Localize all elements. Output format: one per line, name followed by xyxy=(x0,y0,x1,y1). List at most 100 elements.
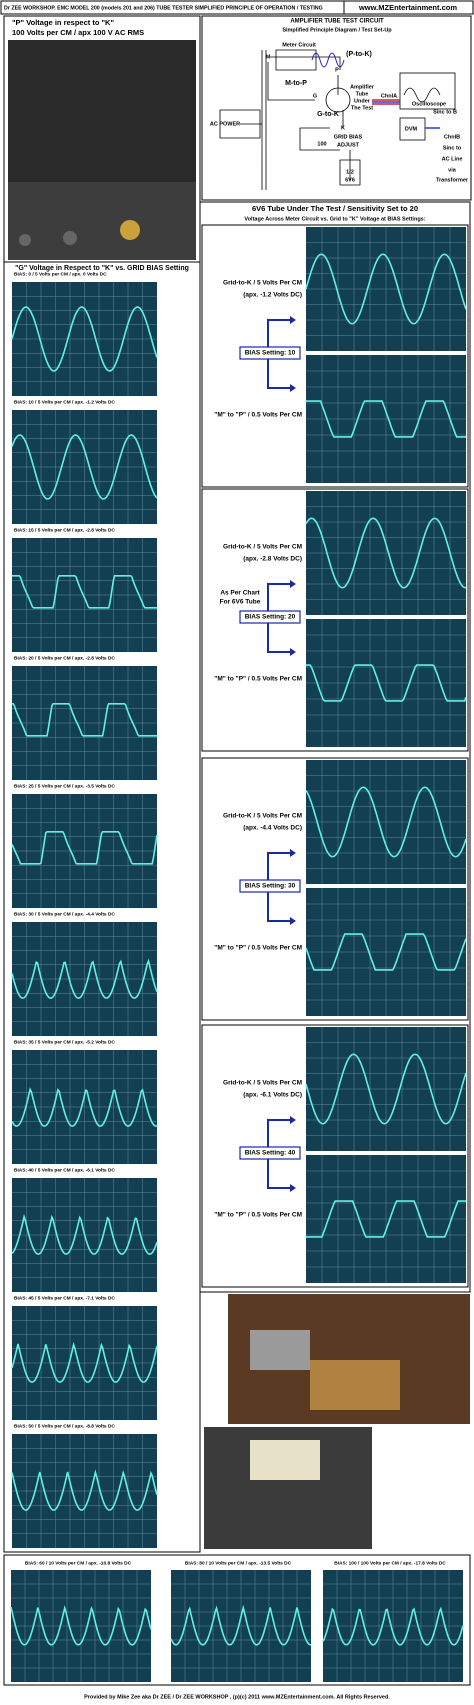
scope-label: BIAS: 50 / 5 Volts per CM / apx. -8.8 Vo… xyxy=(14,1423,115,1429)
diagram-label: via xyxy=(448,167,457,173)
bias-setting: BIAS Setting: 40 xyxy=(245,1150,296,1157)
bias-box xyxy=(239,346,301,360)
diagram-label: Under xyxy=(354,98,371,104)
header-title: Dr ZEE WORKSHOP. EMC MODEL 200 (models 2… xyxy=(4,5,323,11)
diagram-label: (P-to-K) xyxy=(346,51,372,58)
scope-trace xyxy=(305,517,467,589)
scope-trace xyxy=(12,574,157,609)
scope-trace xyxy=(11,1087,158,1128)
scope-trace xyxy=(306,1200,466,1238)
arrow-head xyxy=(290,1116,296,1192)
photo-tester xyxy=(310,1360,400,1410)
grid-dc: (apx. -2.8 Volts DC) xyxy=(243,556,302,563)
scope-trace xyxy=(11,306,158,372)
scope-panel xyxy=(8,182,196,260)
diagram-subtitle: Simplified Principle Diagram / Test Set-… xyxy=(282,27,392,33)
scope-trace xyxy=(11,830,158,865)
header-site: www.MZEntertainment.com xyxy=(358,3,457,12)
scope-label: BIAS: 15 / 5 Volts per CM / apx. -2.8 Vo… xyxy=(14,527,115,533)
panel-title: 6V6 Tube Under The Test / Sensitivity Se… xyxy=(252,204,418,213)
diagram-label: 1/2 xyxy=(346,169,354,175)
diagram-label: Tube xyxy=(356,91,369,97)
scope-trace xyxy=(305,253,467,325)
note: For 6V6 Tube xyxy=(220,599,261,606)
diagram-label: G xyxy=(313,93,317,99)
plate-label: "M" to "P" / 0.5 Volts Per CM xyxy=(214,945,302,952)
plate-title: "P" Voltage in respect to "K" xyxy=(12,18,114,27)
scope-label: BIAS: 80 / 10 Volts per CM / apx. -13.5 … xyxy=(185,1560,292,1566)
bias-arrow xyxy=(267,583,290,653)
plate-label: "M" to "P" / 0.5 Volts Per CM xyxy=(214,1212,302,1219)
grid-dc: (apx. -6.1 Volts DC) xyxy=(243,1092,302,1099)
scope-trace xyxy=(305,933,467,971)
diagram-label: M-to-P xyxy=(285,80,307,87)
section-box xyxy=(201,488,469,752)
diagram-labels: Meter Circuit M P (P-to-K) M-to-P G G-to-K Ampl… xyxy=(210,42,469,183)
diagram-label: The Test xyxy=(351,105,373,111)
diagram-label: G-to-K xyxy=(317,111,339,118)
arrow-head xyxy=(290,580,296,656)
scope-trace xyxy=(11,1213,158,1256)
diagram-label: M xyxy=(266,54,271,60)
diagram-label: DVM xyxy=(405,126,418,132)
diagram-label: P xyxy=(335,67,339,73)
scope-label: BIAS: 25 / 5 Volts per CM / apx. -3.5 Vo… xyxy=(14,783,115,789)
scope-label: BIAS: 0 / 5 Volts per CM / apx. 0 Volts … xyxy=(14,271,107,277)
scope-label: BIAS: 40 / 5 Volts per CM / apx. -6.1 Vo… xyxy=(14,1167,115,1173)
knob xyxy=(19,234,31,246)
diagram-label: ChnlA xyxy=(381,93,397,99)
arrow-head xyxy=(290,849,296,925)
wave-icon xyxy=(311,52,345,68)
scope-trace xyxy=(11,1341,158,1383)
diagram-label: GRID BIAS xyxy=(334,134,363,140)
diagram-label: Amplifier xyxy=(350,84,375,90)
bias-box xyxy=(239,1146,301,1160)
scope-trace xyxy=(305,786,467,858)
bias-setting: BIAS Setting: 20 xyxy=(245,614,296,621)
plate-label: "M" to "P" / 0.5 Volts Per CM xyxy=(214,412,302,419)
footer: Provided by Mike Zee aka Dr ZEE / Dr ZEE… xyxy=(84,1694,390,1700)
bias-box xyxy=(239,610,301,624)
scope-trace xyxy=(306,400,466,438)
diagram-label: ChnlB xyxy=(444,134,460,140)
diagram-label: Sinc to xyxy=(443,145,462,151)
scope-label: BIAS: 20 / 5 Volts per CM / apx. -2.8 Vo… xyxy=(14,655,115,661)
chnl-wire xyxy=(372,99,400,105)
scope-trace xyxy=(305,1053,467,1125)
diagram-title: AMPLIFIER TUBE TEST CIRCUIT xyxy=(290,19,384,25)
diagram-label: 100 xyxy=(317,141,326,147)
diagram-label: ADJUST xyxy=(337,142,360,148)
section-box xyxy=(201,757,469,1021)
scope-trace xyxy=(12,702,157,737)
scope-trace xyxy=(322,1606,464,1646)
diagram-label: AC Line xyxy=(442,156,463,162)
grid-label: Grid-to-K / 5 Volts Per CM xyxy=(223,544,302,551)
grid-column-title: "G" Voltage in Respect to "K" vs. GRID B… xyxy=(15,265,189,272)
bias-arrow xyxy=(267,852,290,922)
bias-setting: BIAS Setting: 30 xyxy=(245,883,296,890)
grid-dc: (apx. -4.4 Volts DC) xyxy=(243,825,302,832)
scope-trace xyxy=(10,1604,152,1646)
section-box xyxy=(201,224,469,488)
diagram-label: Oscilloscope xyxy=(412,101,446,107)
scope-label: BIAS: 10 / 5 Volts per CM / apx. -1.2 Vo… xyxy=(14,399,115,405)
scope-trace xyxy=(11,958,158,1000)
scope-trace xyxy=(11,1469,158,1511)
grid-label: Grid-to-K / 5 Volts Per CM xyxy=(223,280,302,287)
grid-label: Grid-to-K / 5 Volts Per CM xyxy=(223,1080,302,1087)
scope-label: BIAS: 45 / 5 Volts per CM / apx. -7.1 Vo… xyxy=(14,1295,115,1301)
bias-box xyxy=(239,879,301,893)
note: As Per Chart xyxy=(220,590,260,597)
chnl-wire xyxy=(372,101,440,129)
diagram-wires xyxy=(219,49,456,190)
section-box xyxy=(201,1024,469,1288)
scope-label: BIAS: 60 / 10 Volts per CM / apx. -10.8 … xyxy=(25,1560,132,1566)
scope-label: BIAS: 100 / 100 Volts per CM / apx. -17.… xyxy=(334,1560,446,1566)
plate-subtitle: 100 Volts per CM / apx 100 V AC RMS xyxy=(12,28,144,37)
bias-arrow xyxy=(267,319,290,389)
photo-scope xyxy=(250,1330,310,1370)
bias-arrow xyxy=(267,1119,290,1189)
photo-meter xyxy=(250,1440,320,1480)
diagram-label: Meter Circuit xyxy=(282,42,316,48)
